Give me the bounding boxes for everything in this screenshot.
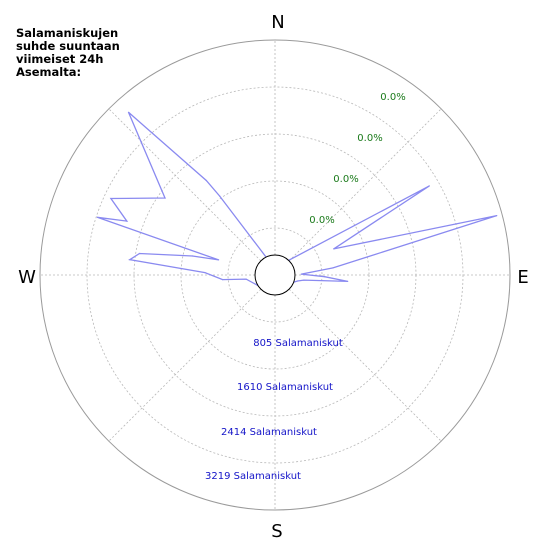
grid-ring bbox=[86, 86, 464, 464]
grid-spoke bbox=[108, 108, 276, 276]
compass-east-label: E bbox=[517, 267, 528, 288]
count-ring-label-3: 2414 Salamaniskut bbox=[221, 427, 317, 438]
percent-ring-label-3: 0.0% bbox=[357, 133, 382, 144]
compass-north-label: N bbox=[271, 12, 284, 33]
count-ring-label-2: 1610 Salamaniskut bbox=[237, 382, 333, 393]
data-point bbox=[205, 179, 207, 182]
series-line-1 bbox=[97, 111, 497, 293]
data-point bbox=[127, 111, 130, 113]
data-point bbox=[332, 267, 334, 269]
data-point bbox=[138, 252, 141, 255]
grid-spoke bbox=[274, 108, 442, 276]
count-ring-label-4: 3219 Salamaniskut bbox=[205, 471, 301, 482]
compass-west-label: W bbox=[18, 267, 36, 288]
outer-ring bbox=[39, 39, 511, 511]
title-line-2: suhde suuntaan bbox=[16, 39, 120, 53]
data-point bbox=[245, 278, 247, 280]
data-point bbox=[222, 279, 224, 281]
data-point bbox=[218, 259, 220, 261]
data-point bbox=[428, 185, 430, 187]
data-point bbox=[300, 273, 302, 275]
polar-grid bbox=[39, 39, 511, 511]
title-line-1: Salamaniskujen bbox=[16, 26, 119, 40]
data-point bbox=[303, 279, 305, 281]
data-point bbox=[333, 248, 335, 250]
data-point bbox=[164, 197, 166, 199]
center-circle bbox=[254, 254, 296, 296]
title-line-4: Asemalta: bbox=[16, 65, 82, 79]
chart-title: Salamaniskujen suhde suuntaan viimeiset … bbox=[16, 27, 120, 79]
series-layer bbox=[96, 111, 498, 293]
data-point bbox=[496, 215, 498, 217]
percent-ring-label-1: 0.0% bbox=[309, 215, 334, 226]
title-line-3: viimeiset 24h bbox=[16, 52, 104, 66]
data-point bbox=[96, 216, 98, 218]
percent-ring-label-4: 0.0% bbox=[380, 92, 405, 103]
compass-south-label: S bbox=[271, 521, 282, 542]
percent-ring-label-2: 0.0% bbox=[333, 174, 358, 185]
data-point bbox=[297, 280, 299, 282]
grid-ring bbox=[180, 180, 370, 370]
data-point bbox=[129, 259, 131, 261]
count-ring-label-1: 805 Salamaniskut bbox=[253, 338, 343, 349]
data-point bbox=[110, 197, 112, 200]
data-point bbox=[126, 220, 128, 222]
data-point bbox=[324, 276, 326, 278]
grid-spoke bbox=[274, 274, 442, 442]
data-point bbox=[191, 255, 194, 257]
grid-ring bbox=[227, 227, 323, 323]
data-point bbox=[347, 280, 349, 282]
data-point bbox=[204, 272, 206, 274]
data-point bbox=[219, 195, 221, 197]
grid-spoke bbox=[108, 274, 276, 442]
